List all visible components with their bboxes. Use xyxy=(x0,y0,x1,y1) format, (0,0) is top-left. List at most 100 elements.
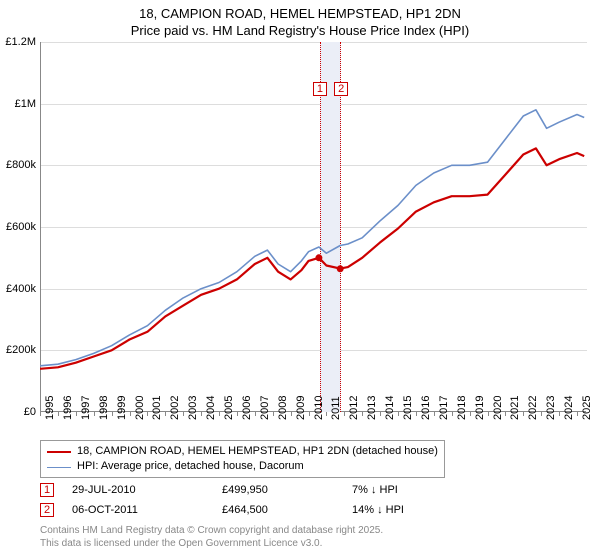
x-tick xyxy=(130,412,131,416)
x-tick xyxy=(452,412,453,416)
x-axis-label: 2020 xyxy=(492,396,504,420)
x-tick xyxy=(434,412,435,416)
x-tick xyxy=(380,412,381,416)
legend-row-2: HPI: Average price, detached house, Daco… xyxy=(47,459,438,474)
footer-line-2: This data is licensed under the Open Gov… xyxy=(40,537,383,550)
title-line-2: Price paid vs. HM Land Registry's House … xyxy=(0,23,600,40)
x-tick xyxy=(94,412,95,416)
x-tick xyxy=(201,412,202,416)
x-axis-label: 2000 xyxy=(134,396,146,420)
x-axis-label: 1998 xyxy=(98,396,110,420)
x-axis-label: 2024 xyxy=(563,396,575,420)
legend-label-2: HPI: Average price, detached house, Daco… xyxy=(77,459,304,474)
y-axis-label: £1M xyxy=(15,98,36,110)
x-axis-label: 2001 xyxy=(151,396,163,420)
x-tick xyxy=(273,412,274,416)
legend-swatch-2 xyxy=(47,467,71,468)
y-axis-label: £600k xyxy=(6,221,36,233)
legend-row-1: 18, CAMPION ROAD, HEMEL HEMPSTEAD, HP1 2… xyxy=(47,444,438,459)
sale-marker-dot xyxy=(337,265,344,272)
sale-price: £499,950 xyxy=(222,484,352,496)
sale-row: 2 06-OCT-2011£464,50014% ↓ HPI xyxy=(40,500,482,520)
x-axis-label: 2018 xyxy=(456,396,468,420)
y-axis-label: £400k xyxy=(6,283,36,295)
x-axis-label: 2019 xyxy=(474,396,486,420)
x-tick xyxy=(488,412,489,416)
x-tick xyxy=(470,412,471,416)
sale-date: 29-JUL-2010 xyxy=(72,484,222,496)
x-axis-label: 2023 xyxy=(545,396,557,420)
footer: Contains HM Land Registry data © Crown c… xyxy=(40,524,383,550)
x-tick xyxy=(183,412,184,416)
x-axis-label: 2017 xyxy=(438,396,450,420)
x-axis-label: 2021 xyxy=(509,396,521,420)
x-axis-label: 2025 xyxy=(581,396,593,420)
x-tick xyxy=(416,412,417,416)
sale-badge: 1 xyxy=(40,483,54,497)
title-line-1: 18, CAMPION ROAD, HEMEL HEMPSTEAD, HP1 2… xyxy=(0,6,600,23)
sale-delta: 14% ↓ HPI xyxy=(352,504,482,516)
series-line-price_paid xyxy=(40,148,584,368)
sale-row: 1 29-JUL-2010£499,9507% ↓ HPI xyxy=(40,480,482,500)
title-block: 18, CAMPION ROAD, HEMEL HEMPSTEAD, HP1 2… xyxy=(0,0,600,40)
x-tick xyxy=(505,412,506,416)
x-tick xyxy=(523,412,524,416)
x-tick xyxy=(165,412,166,416)
x-axis-label: 2016 xyxy=(420,396,432,420)
x-axis-label: 1999 xyxy=(116,396,128,420)
sale-delta: 7% ↓ HPI xyxy=(352,484,482,496)
x-tick xyxy=(362,412,363,416)
legend-swatch-1 xyxy=(47,451,71,453)
x-axis-label: 2003 xyxy=(187,396,199,420)
x-axis-label: 2007 xyxy=(259,396,271,420)
y-axis-label: £800k xyxy=(6,159,36,171)
sale-price: £464,500 xyxy=(222,504,352,516)
chart-area: 12 £0£200k£400k£600k£800k£1M£1.2M1995199… xyxy=(40,42,586,412)
x-axis-label: 2022 xyxy=(527,396,539,420)
x-tick xyxy=(58,412,59,416)
y-axis-label: £1.2M xyxy=(5,36,36,48)
x-tick xyxy=(326,412,327,416)
x-tick xyxy=(40,412,41,416)
legend-box: 18, CAMPION ROAD, HEMEL HEMPSTEAD, HP1 2… xyxy=(40,440,445,478)
x-axis-label: 1996 xyxy=(62,396,74,420)
x-tick xyxy=(237,412,238,416)
x-tick xyxy=(112,412,113,416)
x-axis-label: 2008 xyxy=(277,396,289,420)
x-axis-label: 2005 xyxy=(223,396,235,420)
x-tick xyxy=(76,412,77,416)
x-axis-label: 2004 xyxy=(205,396,217,420)
x-axis-label: 2011 xyxy=(330,396,342,420)
x-axis-label: 2014 xyxy=(384,396,396,420)
x-tick xyxy=(559,412,560,416)
x-axis-label: 2010 xyxy=(313,396,325,420)
x-tick xyxy=(309,412,310,416)
x-axis-label: 1995 xyxy=(44,396,56,420)
y-axis-label: £0 xyxy=(24,406,36,418)
x-tick xyxy=(398,412,399,416)
sale-marker-dot xyxy=(315,254,322,261)
x-tick xyxy=(577,412,578,416)
x-axis-label: 2009 xyxy=(295,396,307,420)
sale-date: 06-OCT-2011 xyxy=(72,504,222,516)
legend-label-1: 18, CAMPION ROAD, HEMEL HEMPSTEAD, HP1 2… xyxy=(77,444,438,459)
x-axis-label: 2002 xyxy=(169,396,181,420)
x-axis-label: 2013 xyxy=(366,396,378,420)
x-tick xyxy=(219,412,220,416)
sale-badge: 2 xyxy=(40,503,54,517)
x-axis-label: 2006 xyxy=(241,396,253,420)
x-tick xyxy=(255,412,256,416)
x-tick xyxy=(541,412,542,416)
chart-lines-svg xyxy=(40,42,586,412)
footer-line-1: Contains HM Land Registry data © Crown c… xyxy=(40,524,383,537)
x-tick xyxy=(147,412,148,416)
series-line-hpi xyxy=(40,110,584,366)
sales-table: 1 29-JUL-2010£499,9507% ↓ HPI 2 06-OCT-2011… xyxy=(40,480,482,520)
x-axis-label: 1997 xyxy=(80,396,92,420)
y-axis-label: £200k xyxy=(6,344,36,356)
chart-container: 18, CAMPION ROAD, HEMEL HEMPSTEAD, HP1 2… xyxy=(0,0,600,560)
x-axis-label: 2012 xyxy=(348,396,360,420)
x-tick xyxy=(291,412,292,416)
x-tick xyxy=(344,412,345,416)
x-axis-label: 2015 xyxy=(402,396,414,420)
